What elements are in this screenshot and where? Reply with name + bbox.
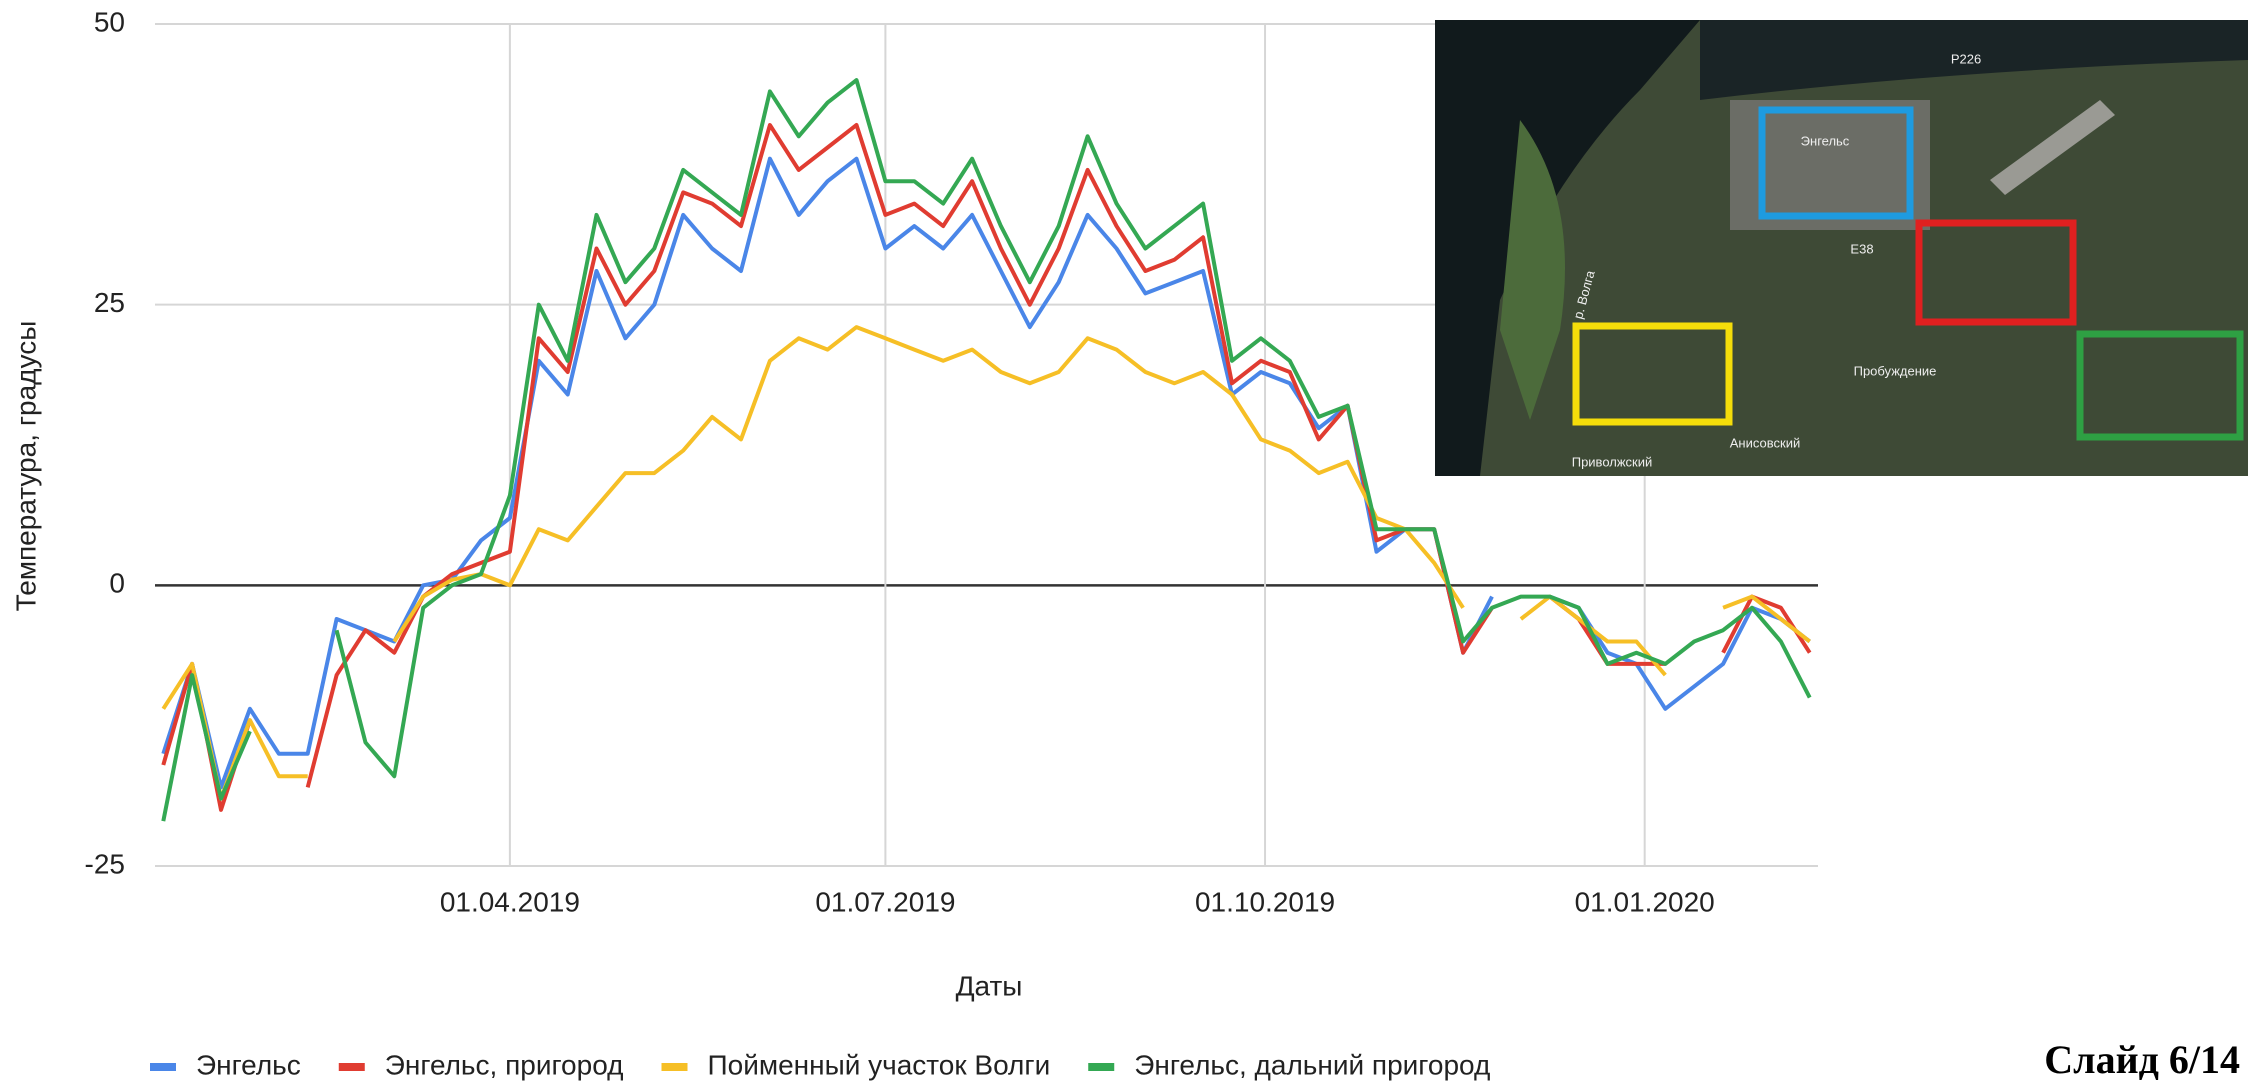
island — [1500, 120, 1565, 420]
map-label: E38 — [1850, 241, 1873, 256]
legend-swatch — [661, 1063, 688, 1071]
y-axis-label: Температура, градусы — [10, 321, 41, 612]
series-line — [334, 78, 1812, 779]
legend-label: Энгельс, пригород — [385, 1049, 624, 1080]
river — [1435, 20, 1700, 476]
airfield — [1990, 100, 2115, 195]
city — [1730, 100, 1930, 230]
series-line — [161, 673, 252, 822]
y-tick-label: 25 — [94, 287, 125, 318]
zone-yellow — [1572, 322, 1733, 426]
map-label: Р226 — [1951, 51, 1981, 66]
y-tick-label: 0 — [109, 568, 125, 599]
legend-label: Энгельс — [196, 1049, 301, 1080]
x-tick-label: 01.10.2019 — [1195, 886, 1335, 917]
y-tick-label: -25 — [85, 848, 125, 879]
map-label: Пробуждение — [1854, 363, 1937, 378]
map: Энгельс Пробуждение Анисовский Приволжск… — [1435, 20, 2248, 476]
x-axis-label: Даты — [956, 970, 1023, 1001]
legend-label: Энгельс, дальний пригород — [1134, 1049, 1490, 1080]
zone-red — [1915, 219, 2077, 326]
x-tick-label: 01.04.2019 — [440, 886, 580, 917]
legend-label: Пойменный участок Волги — [708, 1049, 1051, 1080]
map-label: Энгельс — [1801, 133, 1850, 148]
zone-blue — [1758, 106, 1914, 220]
river — [1700, 20, 2248, 100]
series-line — [1519, 594, 1667, 677]
series-line — [305, 123, 1494, 788]
x-tick-label: 01.01.2020 — [1575, 886, 1715, 917]
zone-green — [2076, 330, 2244, 441]
legend-swatch — [150, 1063, 176, 1071]
series-line — [392, 325, 1465, 643]
legend-swatch — [1088, 1063, 1115, 1071]
legend-swatch — [338, 1063, 365, 1071]
y-tick-label: 50 — [94, 6, 125, 37]
slide-number: Слайд 6/14 — [2044, 1037, 2240, 1082]
series-line — [1722, 594, 1811, 644]
map-label: Анисовский — [1730, 435, 1800, 450]
series-line — [161, 661, 308, 801]
series-line — [161, 156, 1494, 790]
x-tick-label: 01.07.2019 — [815, 886, 955, 917]
map-label: Приволжский — [1572, 454, 1653, 469]
